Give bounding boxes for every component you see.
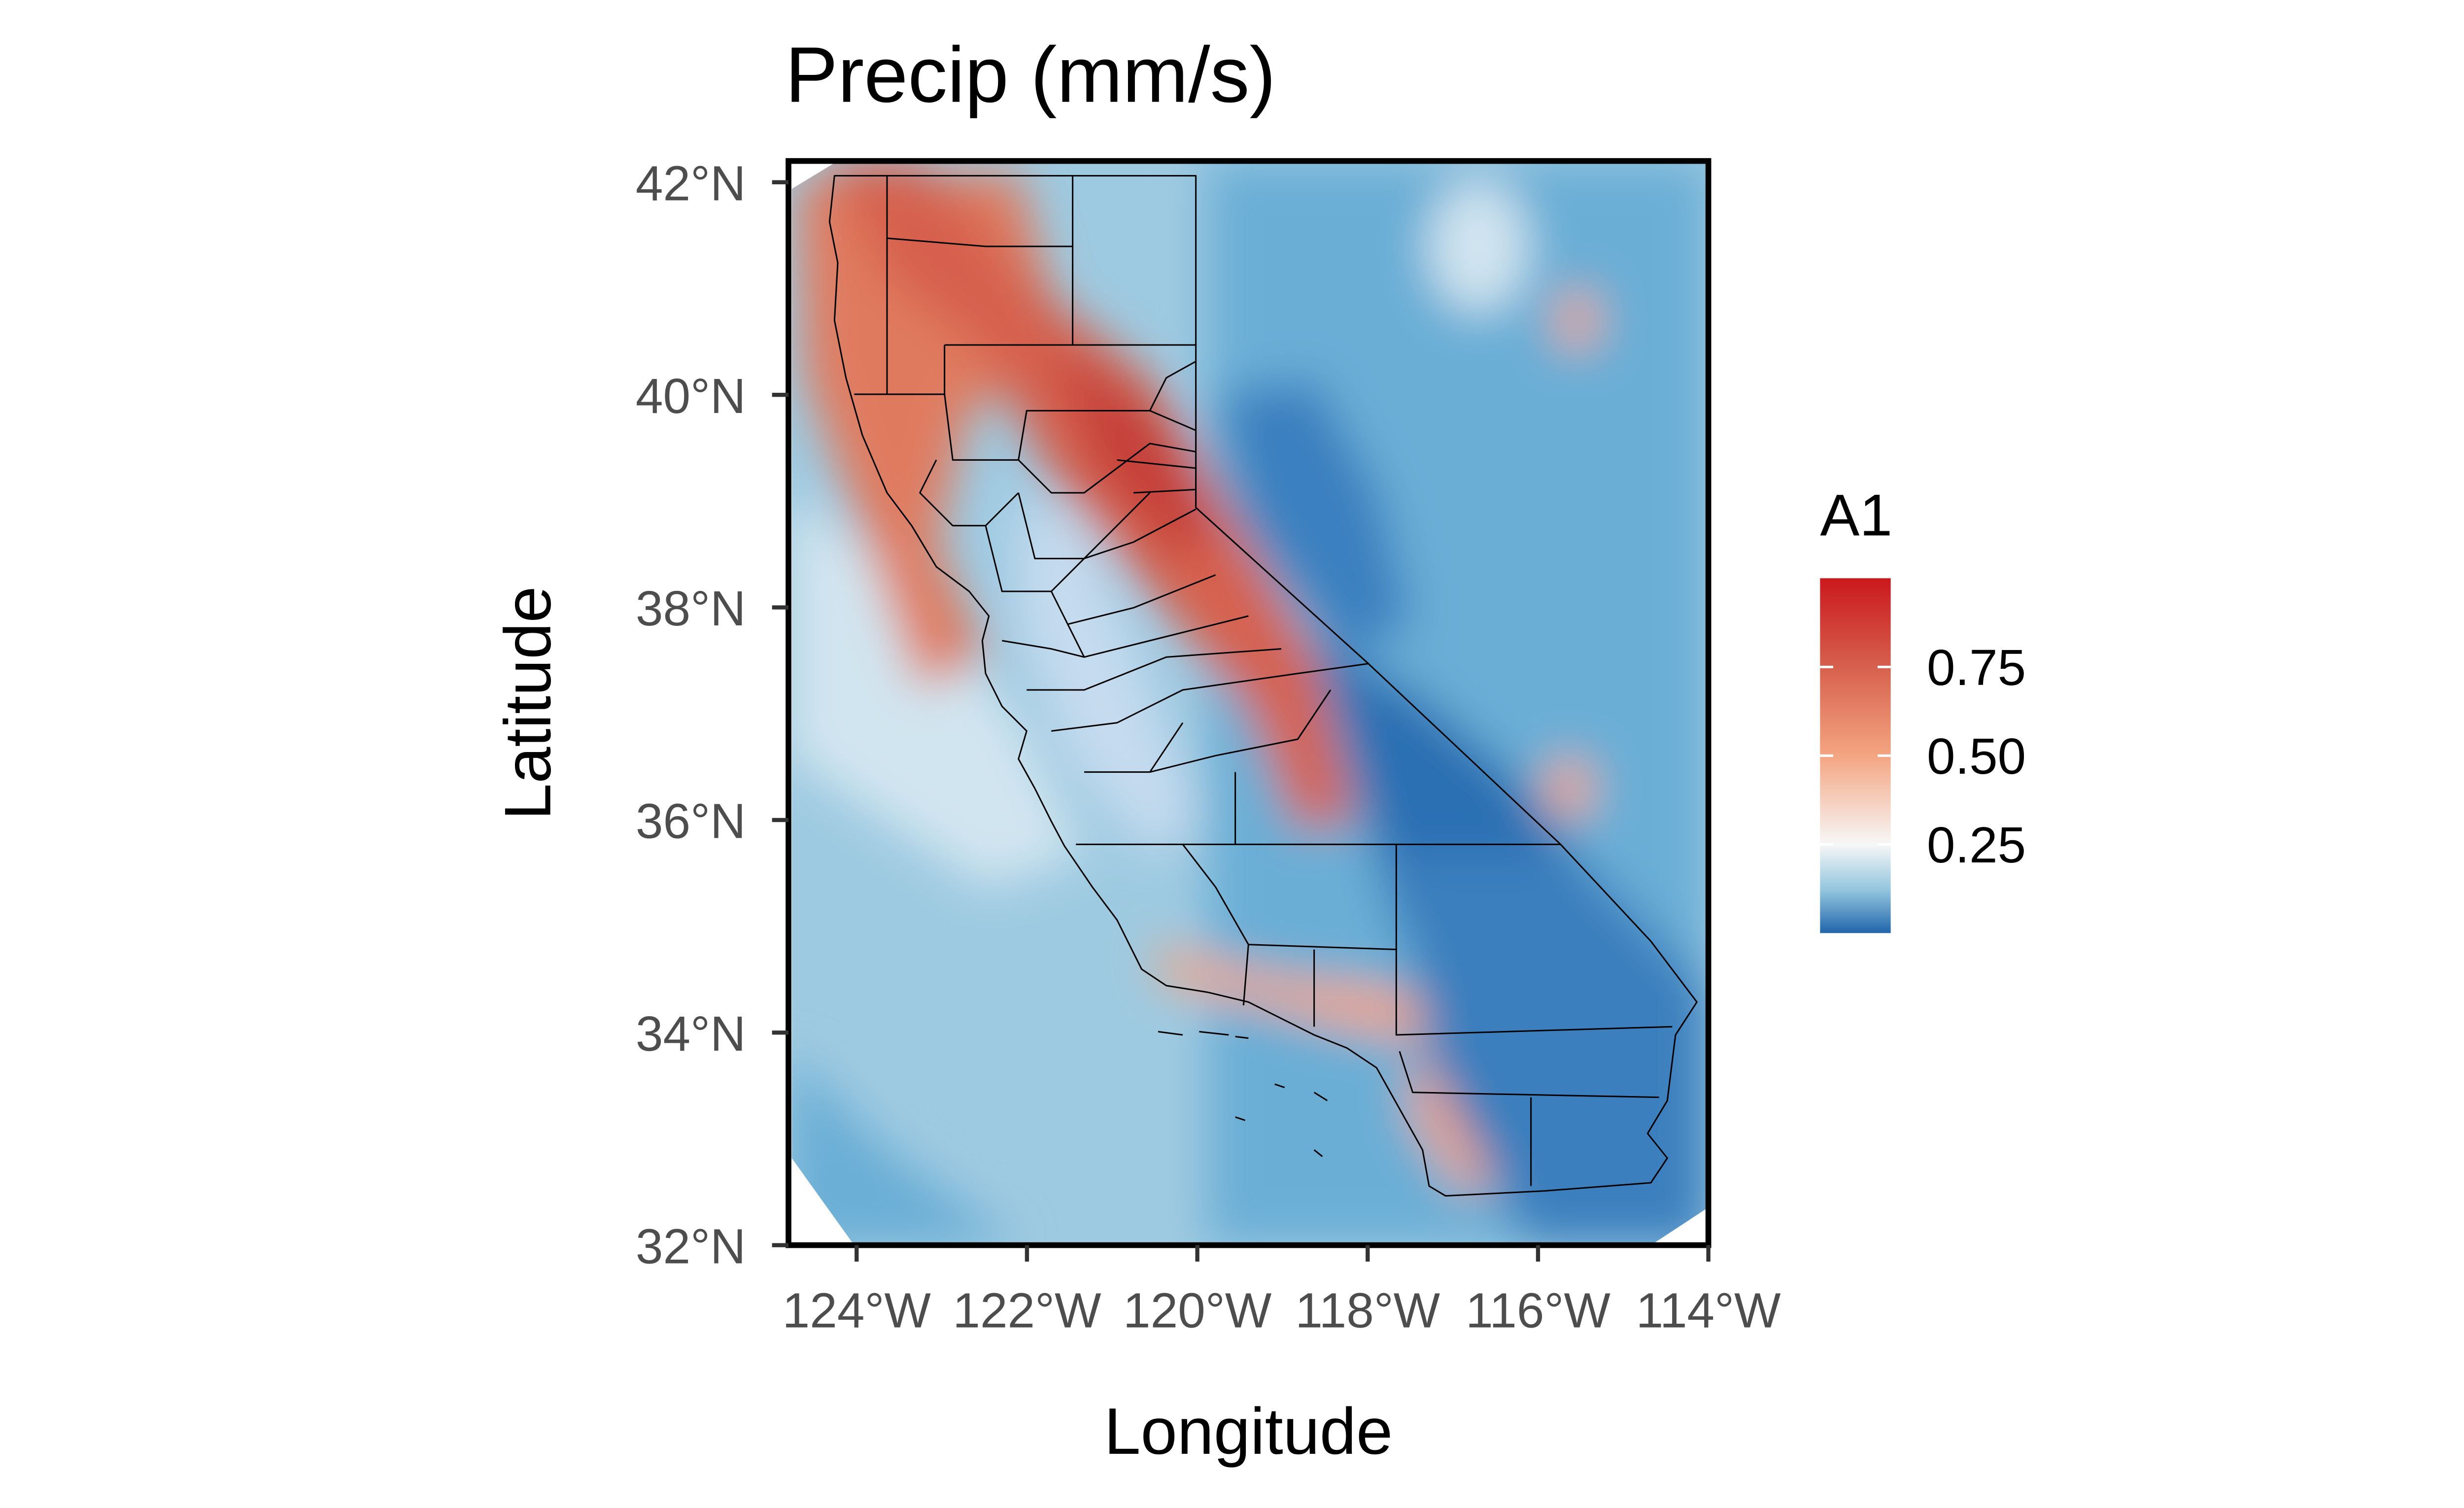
county-line-28 — [1117, 459, 1196, 469]
chart-title: Precip (mm/s) — [785, 31, 1276, 119]
county-boundaries — [828, 175, 1698, 1197]
y-tick-label: 38°N — [636, 581, 746, 636]
legend-tick-label: 0.25 — [1927, 816, 2026, 873]
county-line-6 — [944, 394, 1197, 461]
county-line-8 — [1018, 443, 1196, 494]
x-axis-title: Longitude — [1104, 1395, 1393, 1468]
x-tick-label: 124°W — [783, 1283, 931, 1338]
y-tick-label: 40°N — [636, 369, 746, 424]
x-tick-label: 122°W — [953, 1283, 1101, 1338]
coastal-light-band — [791, 493, 1084, 887]
x-tick-label: 114°W — [1636, 1283, 1781, 1338]
y-tick-label: 34°N — [636, 1006, 746, 1062]
legend-ticks: 0.75 0.50 0.25 — [1820, 639, 2026, 873]
california-outline — [828, 175, 1698, 1197]
x-tick-label: 118°W — [1295, 1283, 1440, 1338]
y-axis: 32°N 34°N 36°N 38°N 40°N 42°N — [636, 156, 788, 1274]
y-tick-label: 36°N — [636, 794, 746, 849]
legend-tick-label: 0.75 — [1927, 639, 2026, 696]
county-line-2 — [887, 175, 1074, 247]
county-line-7 — [919, 459, 1019, 527]
legend-tick-label: 0.50 — [1927, 727, 2026, 785]
channel-islands — [1158, 1030, 1249, 1039]
precip-field — [791, 161, 1709, 1245]
county-line-10 — [985, 525, 1085, 592]
x-tick-label: 120°W — [1123, 1283, 1272, 1338]
county-line-22 — [1242, 944, 1249, 1006]
county-line-9 — [1018, 492, 1151, 559]
southern-islands — [1235, 1083, 1328, 1157]
nevada-wet-patch-1 — [1557, 291, 1597, 350]
y-tick-label: 32°N — [636, 1219, 746, 1274]
county-line-23 — [1395, 949, 1673, 1036]
county-line-14 — [1002, 640, 1085, 658]
legend-title: A1 — [1820, 482, 1892, 548]
y-axis-title: Latitude — [491, 586, 565, 820]
sierra-wet — [969, 246, 1355, 830]
plot-panel-border — [786, 158, 1711, 1248]
legend: A1 0.75 0.50 0.25 — [1820, 482, 2026, 933]
nevada-wet-patch-2 — [1545, 759, 1592, 818]
southeast-desert-dry — [1396, 854, 1709, 1245]
x-axis: 124°W 122°W 120°W 118°W 116°W 114°W — [783, 1245, 1781, 1338]
field-blobs — [791, 161, 1709, 1245]
county-line-12 — [1050, 574, 1216, 625]
central-valley-dry — [1018, 493, 1199, 855]
county-line-24 — [1399, 1051, 1659, 1098]
x-tick-label: 116°W — [1466, 1283, 1610, 1338]
nevada-light-patch — [1429, 180, 1528, 312]
county-line-18 — [1149, 689, 1332, 773]
county-line-27 — [1149, 361, 1197, 411]
county-line-29 — [1133, 488, 1196, 494]
county-line-16 — [1051, 663, 1369, 732]
county-line-13 — [1067, 615, 1249, 658]
county-line-15 — [1027, 648, 1282, 691]
county-line-11 — [1084, 509, 1197, 559]
northern-sierra-core — [1051, 345, 1216, 559]
great-basin-dry — [1215, 377, 1413, 657]
offshore-south — [791, 1051, 1019, 1245]
y-tick-label: 42°N — [636, 156, 746, 211]
